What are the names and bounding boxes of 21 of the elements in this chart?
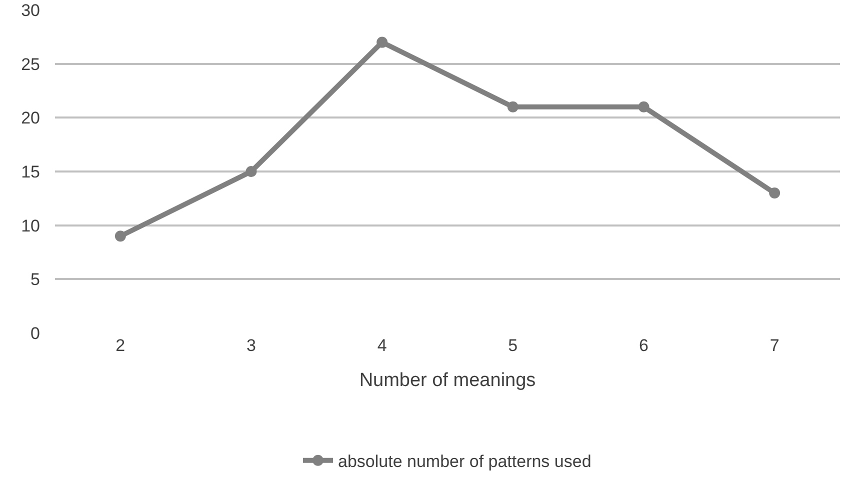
x-tick-label: 2 (116, 336, 126, 355)
y-tick-label: 15 (21, 162, 40, 182)
y-tick-label: 5 (30, 270, 40, 290)
y-tick-label: 20 (21, 108, 40, 128)
y-tick-label: 25 (21, 54, 40, 74)
point (114, 230, 126, 242)
point (246, 166, 257, 177)
y-tick-label: 0 (30, 324, 40, 343)
y-tick-label: 10 (21, 216, 40, 236)
x-tick-label: 5 (508, 336, 518, 355)
point (638, 101, 650, 112)
legend-label: absolute number of patterns used (338, 452, 592, 471)
x-tick-label: 6 (639, 336, 648, 355)
y-tick-label: 30 (21, 0, 40, 20)
x-tick-label: 4 (377, 336, 387, 355)
x-tick-label: 3 (246, 336, 256, 355)
point (376, 36, 388, 48)
x-tick-label: 7 (770, 336, 780, 355)
x-axis-title: Number of meanings (359, 370, 536, 391)
point (769, 188, 780, 199)
point (507, 101, 518, 112)
